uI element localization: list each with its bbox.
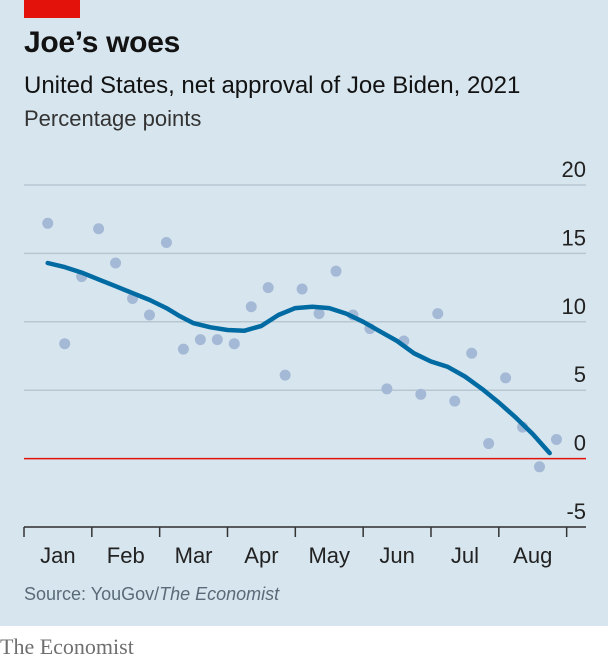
approval-poll-dot — [313, 308, 325, 320]
approval-poll-dot — [93, 223, 105, 235]
approval-poll-dot — [110, 257, 122, 269]
approval-poll-dot — [279, 369, 291, 381]
trend-line — [45, 260, 552, 456]
y-tick-label: 20 — [562, 157, 586, 182]
x-tick-label: Feb — [107, 543, 145, 568]
approval-poll-dot — [483, 438, 495, 450]
source-italic: The Economist — [159, 584, 280, 604]
chart-subtitle: United States, net approval of Joe Biden… — [24, 72, 521, 99]
x-tick-label: Jun — [379, 543, 414, 568]
chart-panel — [0, 0, 608, 626]
approval-poll-dot — [211, 334, 223, 346]
approval-poll-dot — [500, 372, 512, 384]
approval-poll-dot — [59, 338, 71, 350]
brand-tag — [24, 0, 80, 18]
y-tick-label: 0 — [574, 431, 586, 456]
x-tick-label: May — [308, 543, 350, 568]
approval-poll-dot — [415, 388, 427, 400]
chart-plot: 20 15 10 5 0 -5 Jan Feb Mar Apr May Jun Jul Aug — [23, 157, 586, 568]
unit-label: Percentage points — [24, 106, 202, 131]
brand-wordmark: The Economist — [0, 634, 134, 659]
approval-poll-dot — [466, 347, 478, 359]
approval-poll-dot — [143, 309, 155, 321]
approval-poll-dot — [550, 433, 562, 445]
y-tick-label: 10 — [562, 294, 586, 319]
approval-poll-dot — [228, 338, 240, 350]
y-tick-label: 15 — [562, 225, 586, 250]
approval-poll-dot — [194, 334, 206, 346]
x-tick-label: Jul — [451, 543, 479, 568]
x-tick-label: Jan — [40, 543, 75, 568]
approval-poll-dot — [262, 282, 274, 294]
source-note: Source: YouGov/The Economist — [24, 584, 279, 605]
approval-poll-dot — [330, 265, 342, 277]
chart-title: Joe’s woes — [24, 26, 180, 59]
source-prefix: Source: YouGov/ — [24, 584, 160, 604]
approval-poll-dot — [432, 308, 444, 320]
approval-poll-dot — [177, 343, 189, 355]
y-tick-label: -5 — [566, 499, 586, 524]
approval-poll-dot — [381, 383, 393, 395]
approval-poll-dot — [296, 283, 308, 295]
approval-poll-dot — [534, 461, 546, 473]
approval-poll-dot — [449, 395, 461, 407]
approval-poll-dot — [160, 236, 172, 248]
approval-poll-dot — [42, 217, 54, 229]
x-tick-label: Mar — [175, 543, 213, 568]
approval-poll-dot — [245, 301, 257, 313]
y-tick-label: 5 — [574, 362, 586, 387]
x-tick-label: Aug — [513, 543, 552, 568]
x-tick-label: Apr — [244, 543, 278, 568]
